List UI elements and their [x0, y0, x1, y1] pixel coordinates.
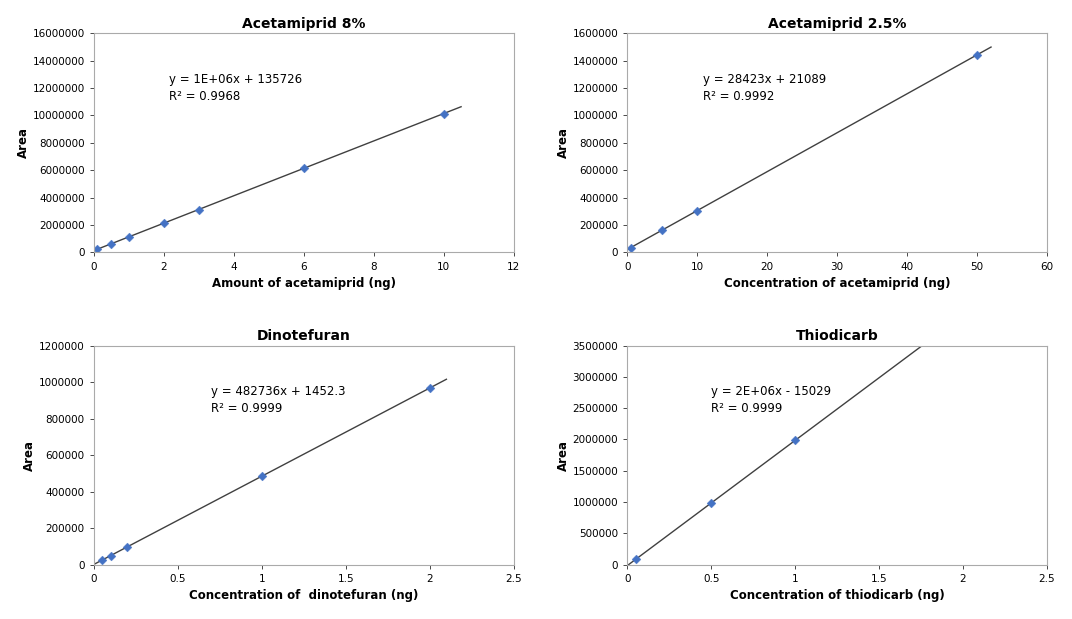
Y-axis label: Area: Area	[24, 439, 36, 470]
Point	[295, 163, 312, 173]
Point	[253, 471, 270, 481]
Point	[421, 383, 438, 393]
Title: Dinotefuran: Dinotefuran	[256, 329, 351, 343]
Point	[89, 245, 106, 254]
Point	[954, 310, 971, 320]
Point	[93, 555, 110, 565]
Y-axis label: Area: Area	[17, 128, 30, 158]
Point	[119, 542, 136, 552]
Point	[968, 50, 985, 60]
Point	[102, 551, 119, 561]
Title: Acetamiprid 8%: Acetamiprid 8%	[242, 17, 366, 31]
Point	[627, 555, 644, 565]
Title: Thiodicarb: Thiodicarb	[795, 329, 878, 343]
Text: y = 1E+06x + 135726
R² = 0.9968: y = 1E+06x + 135726 R² = 0.9968	[169, 72, 302, 103]
Point	[622, 243, 639, 253]
Text: y = 2E+06x - 15029
R² = 0.9999: y = 2E+06x - 15029 R² = 0.9999	[711, 385, 831, 415]
Point	[688, 206, 705, 215]
Y-axis label: Area: Area	[556, 128, 569, 158]
Point	[190, 204, 207, 214]
X-axis label: Concentration of thiodicarb (ng): Concentration of thiodicarb (ng)	[730, 589, 944, 602]
Point	[435, 108, 452, 118]
Y-axis label: Area: Area	[556, 439, 569, 470]
Point	[787, 435, 804, 445]
X-axis label: Concentration of  dinotefuran (ng): Concentration of dinotefuran (ng)	[189, 589, 418, 602]
X-axis label: Amount of acetamiprid (ng): Amount of acetamiprid (ng)	[211, 277, 396, 290]
Text: y = 482736x + 1452.3
R² = 0.9999: y = 482736x + 1452.3 R² = 0.9999	[211, 385, 346, 415]
Point	[702, 498, 719, 508]
Text: y = 28423x + 21089
R² = 0.9992: y = 28423x + 21089 R² = 0.9992	[703, 72, 827, 103]
Title: Acetamiprid 2.5%: Acetamiprid 2.5%	[768, 17, 906, 31]
Point	[654, 225, 671, 235]
Point	[103, 239, 120, 249]
X-axis label: Concentration of acetamiprid (ng): Concentration of acetamiprid (ng)	[724, 277, 951, 290]
Point	[155, 219, 173, 228]
Point	[120, 232, 137, 242]
